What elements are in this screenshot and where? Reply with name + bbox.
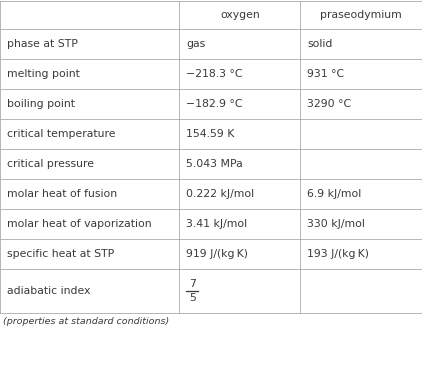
Text: praseodymium: praseodymium <box>320 10 402 20</box>
Text: melting point: melting point <box>7 69 80 79</box>
Text: solid: solid <box>308 39 333 49</box>
Text: 154.59 K: 154.59 K <box>187 129 235 139</box>
Text: boiling point: boiling point <box>7 99 75 109</box>
Text: −182.9 °C: −182.9 °C <box>187 99 243 109</box>
Text: 330 kJ/mol: 330 kJ/mol <box>308 219 365 229</box>
Text: gas: gas <box>187 39 206 49</box>
Text: 0.222 kJ/mol: 0.222 kJ/mol <box>187 189 254 199</box>
Text: 919 J/(kg K): 919 J/(kg K) <box>187 249 249 259</box>
Text: (properties at standard conditions): (properties at standard conditions) <box>3 317 169 326</box>
Text: 5: 5 <box>189 293 196 303</box>
Text: adiabatic index: adiabatic index <box>7 286 90 296</box>
Text: critical temperature: critical temperature <box>7 129 116 139</box>
Text: 931 °C: 931 °C <box>308 69 345 79</box>
Text: 6.9 kJ/mol: 6.9 kJ/mol <box>308 189 362 199</box>
Text: 3.41 kJ/mol: 3.41 kJ/mol <box>187 219 247 229</box>
Text: molar heat of fusion: molar heat of fusion <box>7 189 117 199</box>
Text: critical pressure: critical pressure <box>7 159 94 169</box>
Text: −218.3 °C: −218.3 °C <box>187 69 243 79</box>
Text: oxygen: oxygen <box>220 10 260 20</box>
Text: 193 J/(kg K): 193 J/(kg K) <box>308 249 370 259</box>
Text: phase at STP: phase at STP <box>7 39 78 49</box>
Text: 5.043 MPa: 5.043 MPa <box>187 159 243 169</box>
Text: 7: 7 <box>189 279 196 289</box>
Text: 3290 °C: 3290 °C <box>308 99 352 109</box>
Text: specific heat at STP: specific heat at STP <box>7 249 114 259</box>
Text: molar heat of vaporization: molar heat of vaporization <box>7 219 151 229</box>
